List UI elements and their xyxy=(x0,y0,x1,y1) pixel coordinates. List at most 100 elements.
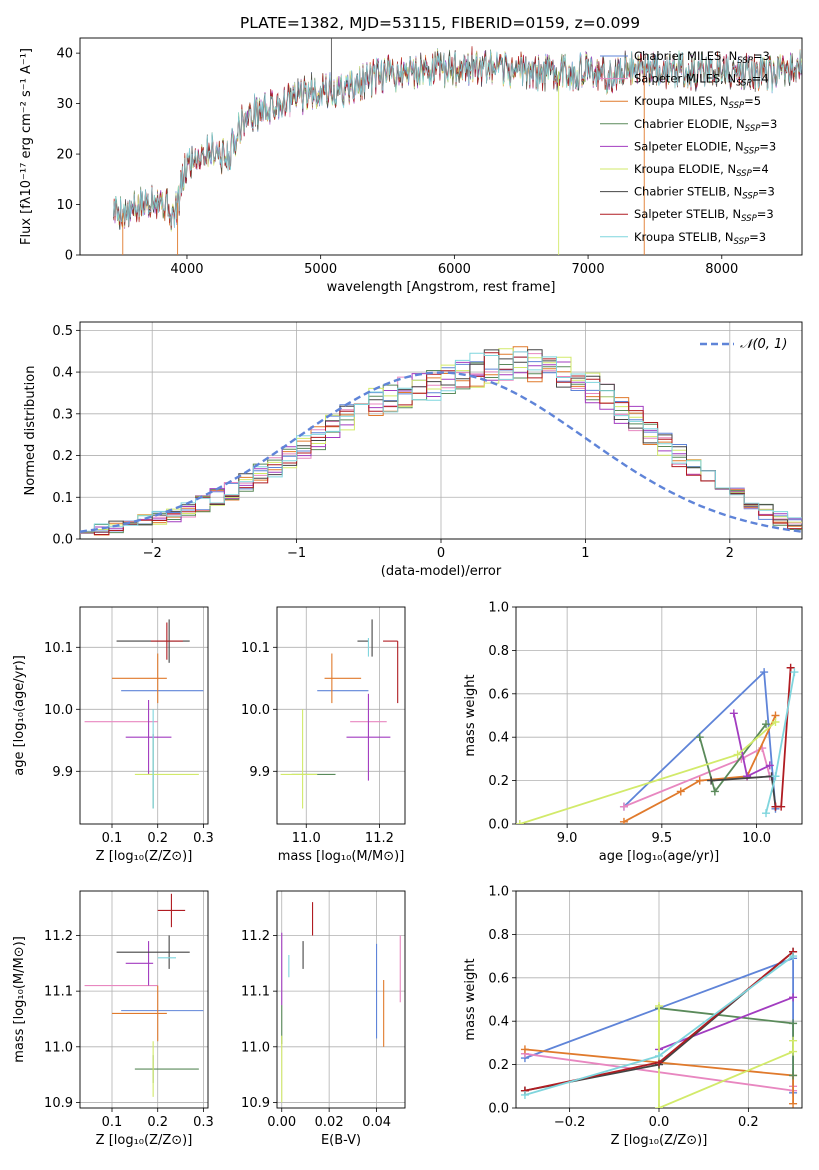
x-axis-label: Z [log₁₀(Z/Z⊙)] xyxy=(96,1133,193,1148)
weight-marker-kroupa-stelib xyxy=(655,1051,663,1060)
y-tick-label: 40 xyxy=(56,47,73,62)
weight-line-kroupa-miles xyxy=(623,715,777,823)
y-tick-label: 0.8 xyxy=(488,644,509,659)
y-axis-label: mass [log₁₀(M/M⊙)] xyxy=(12,936,27,1063)
weight-marker-kroupa-stelib xyxy=(771,772,780,781)
weight-marker-kroupa-elodie xyxy=(655,1002,663,1011)
legend-label-tail: =3 xyxy=(753,49,770,63)
axes-frame xyxy=(276,606,406,825)
legend-label-text: Kroupa ELODIE, N xyxy=(634,162,736,176)
legend-label-tail: =3 xyxy=(760,117,777,131)
y-tick-label: 10.9 xyxy=(241,1096,270,1111)
legend-label-sub: SSP xyxy=(744,146,760,156)
y-axis-label: Flux [fλ10⁻¹⁷ erg cm⁻² s⁻¹ A⁻¹] xyxy=(19,48,34,245)
x-axis-label: age [log₁₀(age/yr)] xyxy=(599,849,720,864)
panel-residual-histogram: −2 −1 0 1 2 0.0 0.1 0.2 0.3 0.4 0.5 (data-model)/er… xyxy=(23,321,803,579)
weight-vs-z-plot-area xyxy=(520,947,798,1108)
x-tick-label: 4000 xyxy=(170,262,203,277)
x-tick-label: 2 xyxy=(726,546,734,561)
y-tick-label: 9.9 xyxy=(52,765,73,780)
x-axis-label: E(B-V) xyxy=(321,1133,361,1148)
legend-label-sub: SSP xyxy=(737,56,753,66)
weight-marker-kroupa-elodie xyxy=(789,1036,798,1045)
y-axis-label: mass weight xyxy=(463,674,478,756)
legend-label-tail: =4 xyxy=(752,162,769,176)
axes-frame xyxy=(276,890,406,1109)
x-tick-label: 9.0 xyxy=(557,831,578,846)
y-tick-label: 11.1 xyxy=(241,985,270,1000)
histogram-chabrier-stelib xyxy=(80,349,802,533)
mass-vs-z-plot-area xyxy=(84,893,204,1097)
x-tick-label: 8000 xyxy=(705,262,738,277)
panel-age-vs-mass: 11.0 11.2 9.9 10.0 10.1 mass [log₁₀(M/M⊙)] xyxy=(241,606,406,864)
y-tick-label: 9.9 xyxy=(249,765,270,780)
y-tick-label: 1.0 xyxy=(488,885,509,900)
x-tick-label: 1 xyxy=(581,546,589,561)
y-tick-label: 0.6 xyxy=(488,687,509,702)
weight-marker-kroupa-miles xyxy=(520,1045,529,1054)
legend-label: Chabrier MILES, NSSP=3 xyxy=(634,49,770,66)
weight-marker-chabrier-miles xyxy=(760,668,769,677)
y-tick-label: 0.4 xyxy=(488,1015,509,1030)
x-tick-label: 9.5 xyxy=(651,831,672,846)
age-vs-z-plot-area xyxy=(84,619,204,809)
y-tick-label: 0.6 xyxy=(488,971,509,986)
x-axis-label: (data-model)/error xyxy=(381,564,502,579)
x-tick-label: 0.0 xyxy=(649,1115,670,1130)
y-tick-label: 0.2 xyxy=(52,449,73,464)
legend-label-sub: SSP xyxy=(736,169,752,179)
legend-label-tail: =3 xyxy=(759,139,776,153)
y-tick-label: 1.0 xyxy=(488,601,509,616)
weight-marker-kroupa-stelib xyxy=(790,668,799,677)
y-tick-label: 11.1 xyxy=(44,985,73,1000)
weight-marker-kroupa-stelib xyxy=(762,809,771,818)
weight-marker-kroupa-elodie xyxy=(516,820,524,824)
legend-label-text: Chabrier MILES, N xyxy=(634,49,737,63)
y-tick-label: 0 xyxy=(65,249,73,264)
x-axis-label: Z [log₁₀(Z/Z⊙)] xyxy=(611,1133,708,1148)
weight-marker-kroupa-miles xyxy=(619,817,628,824)
legend-label-text: Kroupa STELIB, N xyxy=(634,230,734,244)
y-tick-label: 10.0 xyxy=(241,703,270,718)
y-axis-label: age [log₁₀(age/yr)] xyxy=(12,655,27,776)
axes-frame xyxy=(79,37,803,256)
legend-label: Chabrier STELIB, NSSP=3 xyxy=(634,185,775,202)
x-tick-label: 0.3 xyxy=(193,1115,214,1130)
histogram-legend: 𝒩(0, 1) xyxy=(700,337,787,352)
panel-mass-vs-z: 0.1 0.2 0.3 10.9 11.0 11.1 11.2 Z [log₁₀(Z/Z⊙)]… xyxy=(12,890,214,1148)
legend-label-tail: =3 xyxy=(749,230,766,244)
x-tick-label: −1 xyxy=(287,546,306,561)
axes-frame xyxy=(79,321,803,540)
legend-label-tail: =3 xyxy=(758,185,775,199)
axes-frame xyxy=(79,890,209,1109)
x-axis-label: wavelength [Angstrom, rest frame] xyxy=(327,280,556,295)
y-tick-label: 11.2 xyxy=(44,929,73,944)
histogram-plot-area xyxy=(80,346,802,536)
y-tick-label: 0.2 xyxy=(488,1058,509,1073)
legend-label-sub: SSP xyxy=(742,192,758,202)
weight-line-salpeter-elodie xyxy=(658,996,794,1051)
legend-label: Salpeter MILES, NSSP=4 xyxy=(634,72,769,89)
y-tick-label: 0.3 xyxy=(52,407,73,422)
legend-label-sub: SSP xyxy=(736,79,752,89)
x-tick-label: −0.2 xyxy=(554,1115,586,1130)
x-tick-label: 0.2 xyxy=(738,1115,759,1130)
axes-frame xyxy=(79,606,209,825)
weight-marker-salpeter-stelib xyxy=(786,663,795,672)
legend-label-text: Kroupa MILES, N xyxy=(634,94,729,108)
weight-marker-chabrier-stelib xyxy=(707,776,716,785)
legend-label: Kroupa STELIB, NSSP=3 xyxy=(634,230,766,247)
weight-marker-chabrier-elodie xyxy=(695,733,704,742)
y-tick-label: 10.9 xyxy=(44,1096,73,1111)
y-tick-label: 11.0 xyxy=(241,1040,270,1055)
weight-marker-chabrier-elodie xyxy=(762,720,771,729)
y-tick-label: 10 xyxy=(56,198,73,213)
weight-vs-age-plot-area xyxy=(516,663,799,824)
legend-label-sub: SSP xyxy=(734,237,750,247)
x-tick-label: 6000 xyxy=(438,262,471,277)
legend-label: Salpeter ELODIE, NSSP=3 xyxy=(634,139,776,156)
x-tick-label: 0.3 xyxy=(193,831,214,846)
legend-label-text: Chabrier STELIB, N xyxy=(634,185,742,199)
legend-label-sub: SSP xyxy=(741,214,757,224)
